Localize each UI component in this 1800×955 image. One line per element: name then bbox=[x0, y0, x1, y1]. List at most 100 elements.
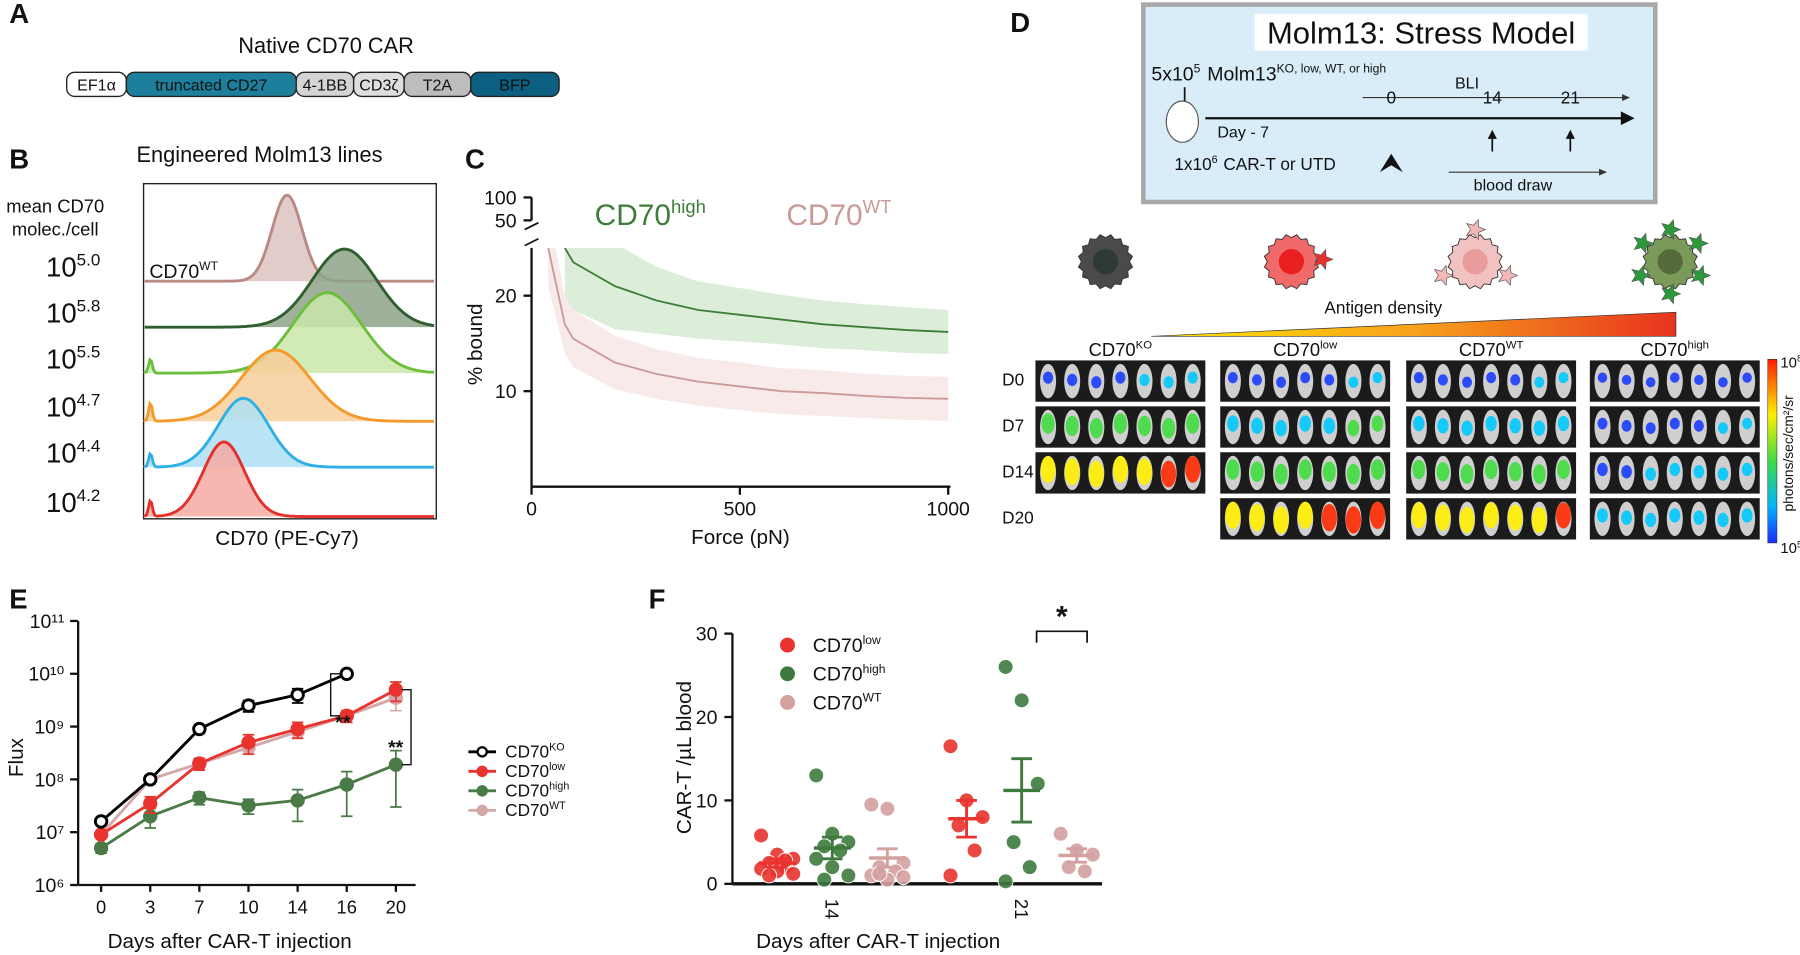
x-tick-label: 0 bbox=[96, 897, 106, 918]
data-point bbox=[997, 873, 1014, 890]
axis-label: Days after CAR-T injection bbox=[108, 930, 352, 953]
bli-signal bbox=[1411, 502, 1427, 529]
injection-sup: KO, low, WT, or high bbox=[1277, 62, 1386, 76]
legend-entry-sup: high bbox=[549, 781, 569, 793]
bli-signal bbox=[1508, 462, 1522, 482]
axis-break bbox=[524, 237, 539, 247]
data-point bbox=[942, 738, 959, 755]
column-label-sup: WT bbox=[1506, 339, 1524, 351]
plot-frame bbox=[142, 182, 437, 520]
x-tick-label: 20 bbox=[386, 897, 406, 918]
legend-entry-part: CD70 bbox=[813, 692, 863, 714]
bli-signal bbox=[1091, 376, 1102, 389]
data-point bbox=[93, 840, 109, 856]
data-point bbox=[1013, 692, 1030, 709]
bli-signal bbox=[1460, 464, 1474, 484]
data-point bbox=[966, 842, 983, 859]
bli-signal bbox=[1597, 372, 1608, 383]
bli-signal bbox=[1741, 508, 1753, 523]
data-point bbox=[339, 666, 354, 681]
histogram-line bbox=[143, 348, 434, 423]
antigen bbox=[1690, 264, 1712, 287]
colorbar-label: photons/sec/cm²/sr bbox=[1781, 395, 1796, 512]
legend-entry: CD70high bbox=[813, 662, 886, 686]
bli-signal bbox=[1645, 512, 1657, 528]
bli-signal bbox=[1089, 417, 1103, 439]
cell-nucleus bbox=[1092, 249, 1119, 275]
line-label: 104.4 bbox=[46, 437, 100, 469]
colorbar-max: 108 bbox=[1780, 353, 1800, 371]
axis-label: CAR-T /µL blood bbox=[673, 681, 696, 834]
y-tick-label: 20 bbox=[495, 286, 517, 308]
bli-signal bbox=[1509, 418, 1521, 434]
bli-signal bbox=[1371, 415, 1384, 432]
histogram-line bbox=[143, 291, 435, 375]
bli-signal bbox=[1693, 465, 1705, 479]
panel-title: Engineered Molm13 lines bbox=[137, 142, 383, 167]
column-label-part: CD70 bbox=[1641, 339, 1688, 360]
line-label-sup: 5.0 bbox=[77, 251, 101, 270]
legend-entry-part: CD70 bbox=[813, 635, 863, 657]
legend-entry-sup: WT bbox=[863, 196, 892, 217]
bli-signal bbox=[1064, 458, 1080, 486]
legend-entry-sup: low bbox=[549, 761, 565, 773]
bli-signal bbox=[1694, 374, 1704, 386]
data-point bbox=[93, 827, 109, 842]
line-label: 104.7 bbox=[46, 391, 100, 423]
bli-signal bbox=[1136, 458, 1153, 486]
construct-label: T2A bbox=[423, 77, 453, 95]
antigen bbox=[1661, 218, 1682, 241]
y-tick-label: 30 bbox=[696, 623, 718, 645]
legend-marker bbox=[780, 666, 795, 682]
panel-letter: F bbox=[649, 583, 666, 614]
bli-signal bbox=[1669, 508, 1681, 523]
injection-part: 5x10 bbox=[1151, 63, 1193, 85]
bli-signal bbox=[1645, 467, 1656, 481]
x-tick-label: 14 bbox=[287, 897, 307, 918]
bli-signal bbox=[1597, 462, 1608, 477]
legend-entry-sup: low bbox=[863, 633, 881, 647]
data-point bbox=[192, 756, 207, 771]
histogram-fill bbox=[144, 441, 436, 517]
data-point bbox=[143, 796, 158, 811]
bli-signal bbox=[1533, 420, 1545, 436]
bli-signal bbox=[1461, 420, 1473, 436]
bli-signal bbox=[1531, 506, 1547, 534]
bli-signal bbox=[1276, 376, 1287, 388]
construct-element bbox=[470, 71, 560, 98]
legend-entry-sup: high bbox=[863, 662, 886, 676]
bli-signal bbox=[1041, 413, 1055, 434]
bli-signal bbox=[1372, 372, 1383, 384]
bli-signal bbox=[1412, 459, 1426, 480]
x-tick-label: 3 bbox=[145, 897, 155, 918]
legend-entry: CD70KO bbox=[505, 742, 564, 762]
car-t-arrowhead bbox=[1379, 153, 1403, 173]
row-label: D7 bbox=[1002, 416, 1024, 436]
construct-label: BFP bbox=[499, 77, 530, 95]
antigen bbox=[1661, 283, 1682, 305]
data-point bbox=[290, 721, 305, 737]
bli-signal bbox=[1227, 415, 1239, 432]
bli-signal bbox=[1459, 506, 1475, 534]
antigen bbox=[1465, 218, 1487, 241]
wedge-label: Antigen density bbox=[1324, 297, 1442, 317]
legend-entry-part: CD70 bbox=[505, 761, 549, 781]
data-point bbox=[871, 865, 888, 882]
data-point bbox=[241, 798, 256, 813]
significance: ** bbox=[335, 712, 351, 734]
data-point bbox=[942, 867, 959, 884]
axis-label: Flux bbox=[5, 737, 28, 777]
significance: * bbox=[1056, 601, 1068, 634]
histogram-fill bbox=[144, 195, 436, 282]
colorbar-min-part: 10 bbox=[1780, 540, 1797, 557]
plot-area bbox=[547, 247, 949, 421]
bli-signal bbox=[1437, 418, 1449, 434]
line-label: 104.2 bbox=[46, 486, 100, 518]
bli-signal bbox=[1371, 459, 1384, 480]
data-point bbox=[290, 793, 305, 808]
column-label-sup: high bbox=[1688, 339, 1710, 351]
data-point bbox=[840, 867, 857, 884]
legend-entry: CD70high bbox=[595, 196, 706, 232]
bli-signal bbox=[1115, 371, 1126, 384]
